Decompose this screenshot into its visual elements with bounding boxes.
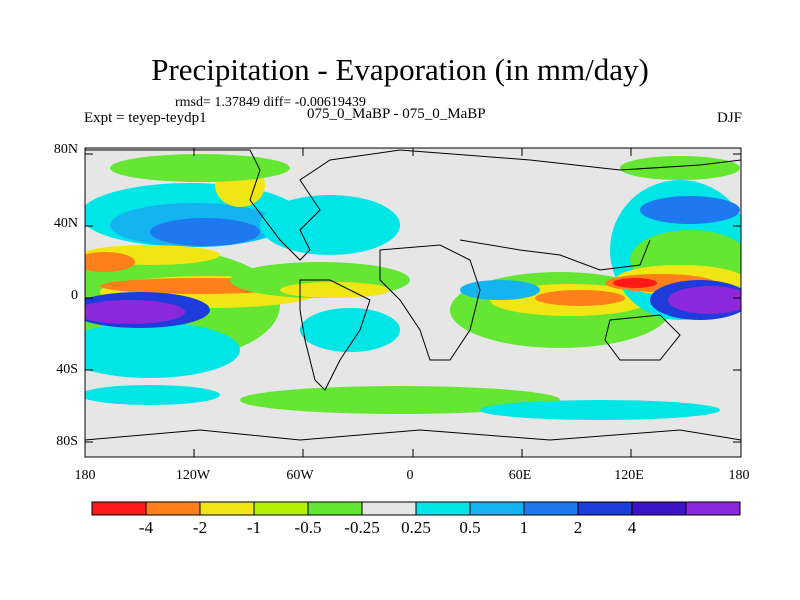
cb-label-7: 1	[519, 518, 529, 537]
lon-label-120e: 120E	[614, 468, 644, 483]
case-label: 075_0_MaBP - 075_0_MaBP	[307, 106, 486, 122]
rmsd-diff-stats: rmsd= 1.37849 diff= -0.00619439	[175, 95, 366, 110]
lon-label-120w: 120W	[175, 468, 211, 483]
lat-label-80s: 80S	[56, 434, 78, 449]
contour-fills	[85, 149, 741, 441]
colorbar-box-0	[91, 501, 147, 516]
fill-npac-orange	[85, 252, 135, 272]
fill-atl-cyan	[260, 195, 400, 255]
colorbar-box-11	[685, 501, 741, 516]
coast-south-america	[299, 279, 371, 391]
cb-label-3: -0.5	[294, 518, 322, 537]
colorbar-box-4	[307, 501, 363, 516]
colorbar	[91, 501, 741, 516]
fill-southern-west-cyan	[85, 385, 220, 405]
lon-label-0: 0	[406, 468, 414, 483]
fill-indian-orange	[535, 290, 625, 306]
lat-label-80n: 80N	[53, 142, 78, 157]
cb-label-4: -0.25	[344, 518, 380, 537]
season-label: DJF	[716, 110, 742, 126]
colorbar-box-1	[145, 501, 201, 516]
coast-africa	[379, 244, 481, 361]
lon-label-60e: 60E	[508, 468, 532, 483]
experiment-label: Expt = teyep-teydp1	[84, 110, 207, 126]
colorbar-box-8	[523, 501, 579, 516]
lat-label-40n: 40N	[53, 216, 78, 231]
coast-eurasia	[399, 149, 741, 271]
fill-southern-cyan	[480, 400, 720, 420]
fill-indian-blue	[460, 280, 540, 300]
fill-pacific-east-purple	[85, 300, 185, 324]
fill-southern-green	[240, 386, 560, 414]
cb-label-5: 0.25	[401, 518, 431, 537]
lat-label-40s: 40S	[56, 362, 78, 377]
fill-arctic-east-green	[620, 156, 740, 180]
colorbar-box-3	[253, 501, 309, 516]
fill-atl-south-cyan	[300, 308, 400, 352]
plot-title: Precipitation - Evaporation (in mm/day)	[151, 52, 649, 87]
fill-wpac-red	[613, 278, 657, 288]
lon-label-60w: 60W	[286, 468, 314, 483]
colorbar-box-9	[577, 501, 633, 516]
cb-label-1: -2	[192, 518, 208, 537]
coastlines	[85, 149, 741, 441]
coast-antarctica	[85, 429, 741, 441]
lat-label-0: 0	[71, 288, 78, 303]
fill-npac-blue	[150, 218, 260, 246]
coast-north-america	[85, 149, 401, 261]
fill-arctic-green	[110, 154, 290, 182]
lon-label-180e: 180	[728, 468, 750, 483]
colorbar-box-10	[631, 501, 687, 516]
fill-pacific-east-cyan	[85, 322, 240, 378]
colorbar-box-6	[415, 501, 471, 516]
lon-label-180w: 180	[74, 468, 96, 483]
fill-wpac-purple	[668, 286, 741, 314]
colorbar-box-2	[199, 501, 255, 516]
cb-label-6: 0.5	[459, 518, 481, 537]
colorbar-box-7	[469, 501, 525, 516]
colorbar-box-5	[361, 501, 417, 516]
cb-label-8: 2	[573, 518, 583, 537]
fill-atl-yellow	[280, 282, 390, 298]
coast-australia	[604, 314, 681, 361]
axis-ticks	[84, 148, 742, 457]
cb-label-0: -4	[138, 518, 154, 537]
cb-label-9: 4	[627, 518, 637, 537]
cb-label-2: -1	[246, 518, 262, 537]
fill-npac-west-blue	[640, 196, 740, 224]
